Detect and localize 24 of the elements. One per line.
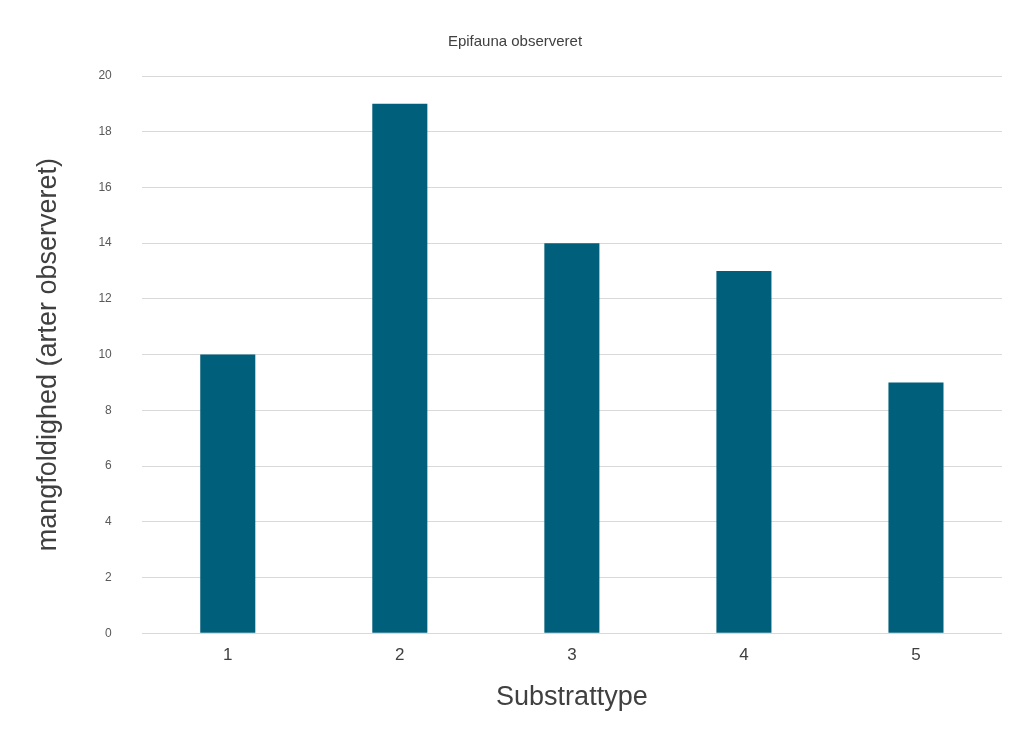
y-tick-label: 12 [98,291,113,306]
y-tick-label: 8 [105,402,113,417]
bar [544,243,600,633]
bar [372,103,428,633]
x-tick-label: 5 [911,645,921,665]
y-tick-label: 2 [105,569,113,584]
bar [200,354,256,633]
y-tick-label: 14 [98,235,113,250]
x-tick-label: 4 [739,645,749,665]
x-tick-label: 2 [395,645,405,665]
bar [716,271,772,633]
x-tick-label: 3 [567,645,577,665]
y-tick-label: 0 [105,625,113,640]
y-tick-label: 4 [105,514,113,529]
x-tick-label: 1 [223,645,233,665]
y-tick-label: 6 [105,458,113,473]
x-axis-title: Substrattype [496,681,648,712]
y-tick-label: 18 [98,124,113,139]
y-tick-label: 16 [98,179,113,194]
bar [888,382,944,633]
y-tick-label: 10 [98,346,113,361]
chart-title: Epifauna observeret [447,32,583,50]
y-axis-title: mangfoldighed (arter observeret) [31,158,62,552]
y-tick-label: 20 [98,68,113,83]
